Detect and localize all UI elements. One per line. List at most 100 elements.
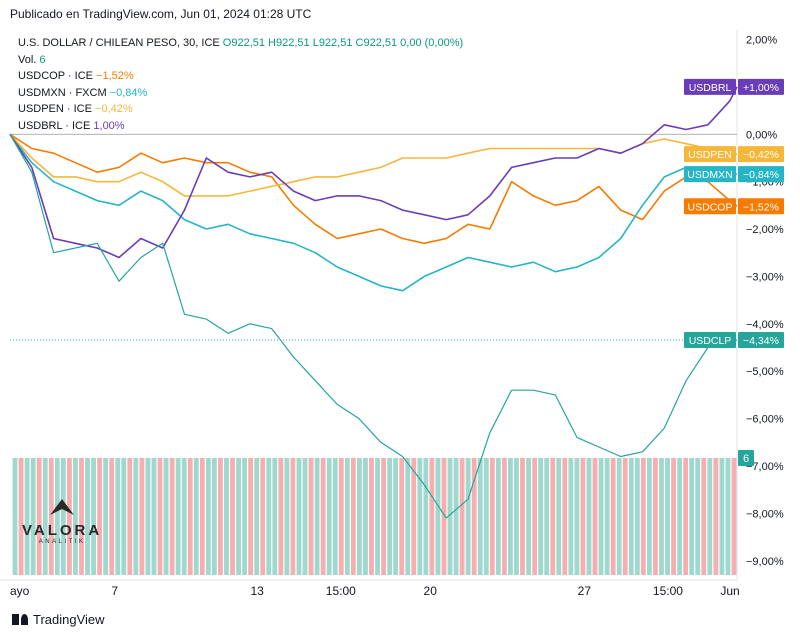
legend-ohlc-values: O922,51 H922,51 L922,51 C922,51 0,00 (0,… <box>222 37 464 49</box>
volume-bar <box>695 458 701 575</box>
volume-bar <box>725 458 731 575</box>
chart-legend: U.S. DOLLAR / CHILEAN PESO, 30, ICE O922… <box>18 35 463 134</box>
volume-bar <box>447 458 453 575</box>
volume-bar <box>42 458 48 575</box>
volume-bar <box>18 458 24 575</box>
series-line-usdbrl <box>9 86 738 259</box>
volume-bar <box>296 458 302 575</box>
volume-bar <box>133 458 139 575</box>
volume-bar <box>145 458 151 575</box>
volume-bar <box>36 458 42 575</box>
y-tick-label: 0,00% <box>746 129 777 141</box>
series-value-label: −1,52% <box>743 201 779 213</box>
volume-bar <box>508 458 513 575</box>
legend-compare-usdpen[interactable]: USDPEN · ICE −0,42% <box>18 101 463 118</box>
volume-bar <box>344 458 350 575</box>
volume-bar <box>532 458 538 575</box>
volume-bar <box>598 458 604 575</box>
volume-bar <box>459 458 465 575</box>
legend-volume-value: 6 <box>39 53 46 66</box>
volume-bar <box>30 458 36 575</box>
volume-bar <box>387 458 393 575</box>
series-name-label: USDMXN <box>687 169 733 181</box>
volume-bar <box>320 458 326 575</box>
volume-bar <box>556 458 562 575</box>
volume-value-tag <box>738 450 754 466</box>
watermark-brand: VALORA <box>22 522 103 539</box>
legend-symbol-title: U.S. DOLLAR / CHILEAN PESO, 30, ICE <box>18 37 220 49</box>
series-name-label: USDCOP <box>688 201 733 213</box>
series-name-tag <box>684 146 736 163</box>
volume-bar <box>707 458 713 575</box>
volume-bar <box>109 458 115 575</box>
legend-compare-name: USDMXN · FXCM <box>18 86 107 99</box>
legend-compare-usdbrl[interactable]: USDBRL · ICE 1,00% <box>18 118 463 135</box>
legend-main-row[interactable]: U.S. DOLLAR / CHILEAN PESO, 30, ICE O922… <box>18 35 463 52</box>
volume-bar <box>338 458 344 575</box>
watermark-sub: ANALITIK <box>38 539 86 545</box>
series-value-label: −4,34% <box>743 335 779 347</box>
series-line-usdpen <box>9 133 738 197</box>
volume-bar <box>501 458 507 575</box>
volume-bar <box>580 458 586 575</box>
legend-compare-name: USDCOP · ICE <box>18 70 93 82</box>
legend-volume-row[interactable]: Vol. 6 <box>18 52 463 69</box>
volume-bar <box>115 458 121 575</box>
price-axis: 2,00%1,00%0,00%−1,00%−2,00%−3,00%−4,00%−… <box>736 30 784 580</box>
volume-bar <box>211 458 217 575</box>
series-value-tag <box>738 146 784 163</box>
volume-value-label: 6 <box>743 453 749 465</box>
y-tick-label: −9,00% <box>746 556 784 568</box>
volume-bar <box>181 458 187 575</box>
volume-bar <box>568 458 574 575</box>
volume-bar <box>562 458 568 575</box>
series-line-usdcop <box>9 133 738 245</box>
volume-bar <box>79 458 84 575</box>
volume-bar <box>24 458 30 575</box>
volume-bar <box>375 458 380 575</box>
volume-bar <box>332 458 338 575</box>
x-tick-label: Jun <box>720 584 739 598</box>
legend-compare-name: USDPEN · ICE <box>18 103 92 115</box>
volume-bar <box>260 458 266 575</box>
series-value-label: −0,42% <box>743 149 779 161</box>
volume-bar <box>659 458 664 575</box>
volume-bar <box>12 458 18 575</box>
legend-compare-usdcop[interactable]: USDCOP · ICE −1,52% <box>18 68 463 85</box>
volume-bar <box>236 458 241 575</box>
series-value-tag <box>738 198 784 215</box>
series-end-labels: USDCLP −4,34% USDCOP −1,52% USDMXN −0,84% USDP… <box>684 78 784 348</box>
y-tick-label: −8,00% <box>746 508 784 520</box>
volume-bar <box>405 458 411 575</box>
volume-bar <box>139 458 145 575</box>
time-axis: ayo 7 13 15:00 20 27 15:00 Jun <box>0 579 740 598</box>
volume-bar <box>272 458 278 575</box>
legend-compare-change: −0,42% <box>95 103 133 115</box>
series-name-label: USDBRL <box>689 82 732 94</box>
y-tick-label: −3,00% <box>746 271 784 283</box>
legend-compare-usdmxn[interactable]: USDMXN · FXCM −0,84% <box>18 85 463 102</box>
volume-bar <box>489 458 495 575</box>
volume-bar <box>73 458 78 575</box>
volume-bar <box>66 458 72 575</box>
volume-bar <box>465 458 471 575</box>
x-tick-label: 7 <box>111 584 118 598</box>
volume-bar <box>151 458 157 575</box>
volume-bar <box>495 458 501 575</box>
volume-bar <box>550 458 556 575</box>
valora-watermark: VALORA ANALITIK <box>22 497 102 545</box>
legend-compare-name: USDBRL · ICE <box>18 119 91 132</box>
series-line-usdclp <box>9 134 738 519</box>
volume-bar <box>646 458 652 575</box>
volume-bar <box>689 458 695 575</box>
series-name-tag <box>684 331 736 348</box>
volume-bar <box>127 458 133 575</box>
volume-bar <box>719 458 725 575</box>
volume-bar <box>423 458 429 575</box>
volume-bar <box>230 458 235 575</box>
volume-bar <box>369 458 374 575</box>
series-value-tag <box>738 78 784 95</box>
volume-bar <box>121 458 127 575</box>
tradingview-footer[interactable]: TradingView <box>12 612 105 627</box>
